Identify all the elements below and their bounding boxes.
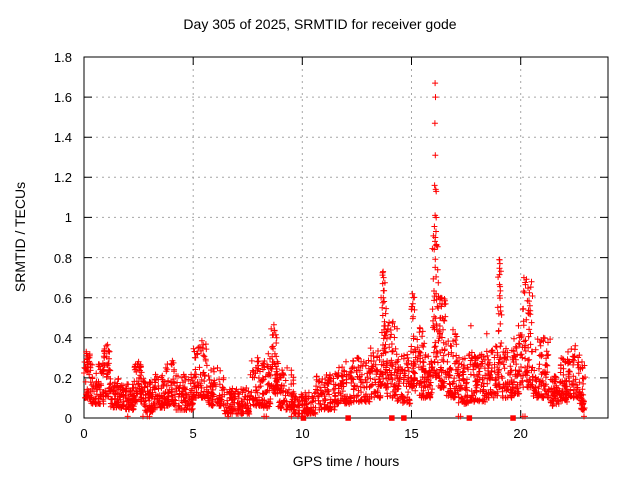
grid-lines (84, 57, 608, 418)
y-tick-label: 0.6 (53, 290, 72, 306)
y-tick-label: 0.8 (53, 250, 72, 266)
x-tick-label: 5 (189, 426, 197, 441)
y-tick-label: 1.4 (53, 130, 72, 146)
y-tick-label: 0.4 (53, 330, 72, 346)
x-tick-label: 20 (513, 426, 528, 441)
x-axis-label: GPS time / hours (292, 453, 400, 469)
x-tick-label: 15 (404, 426, 419, 441)
x-tick-label: 10 (295, 426, 310, 441)
scatter-plus-markers (81, 80, 589, 420)
baseline-square-marker (389, 415, 395, 421)
y-tick-label: 1.8 (53, 50, 72, 65)
y-tick-label: 1.2 (53, 170, 72, 186)
baseline-square-marker (510, 415, 516, 421)
x-tick-label: 0 (80, 426, 88, 441)
y-tick-label: 1 (64, 210, 72, 226)
y-tick-label: 0.2 (53, 370, 72, 386)
baseline-square-marker (345, 415, 351, 421)
baseline-square-marker (466, 415, 473, 421)
baseline-square-marker (401, 415, 407, 421)
y-tick-label: 1.6 (53, 90, 72, 106)
baseline-square-marker (300, 415, 307, 421)
y-tick-label: 0 (64, 411, 72, 426)
chart-title: Day 305 of 2025, SRMTID for receiver god… (183, 16, 457, 32)
